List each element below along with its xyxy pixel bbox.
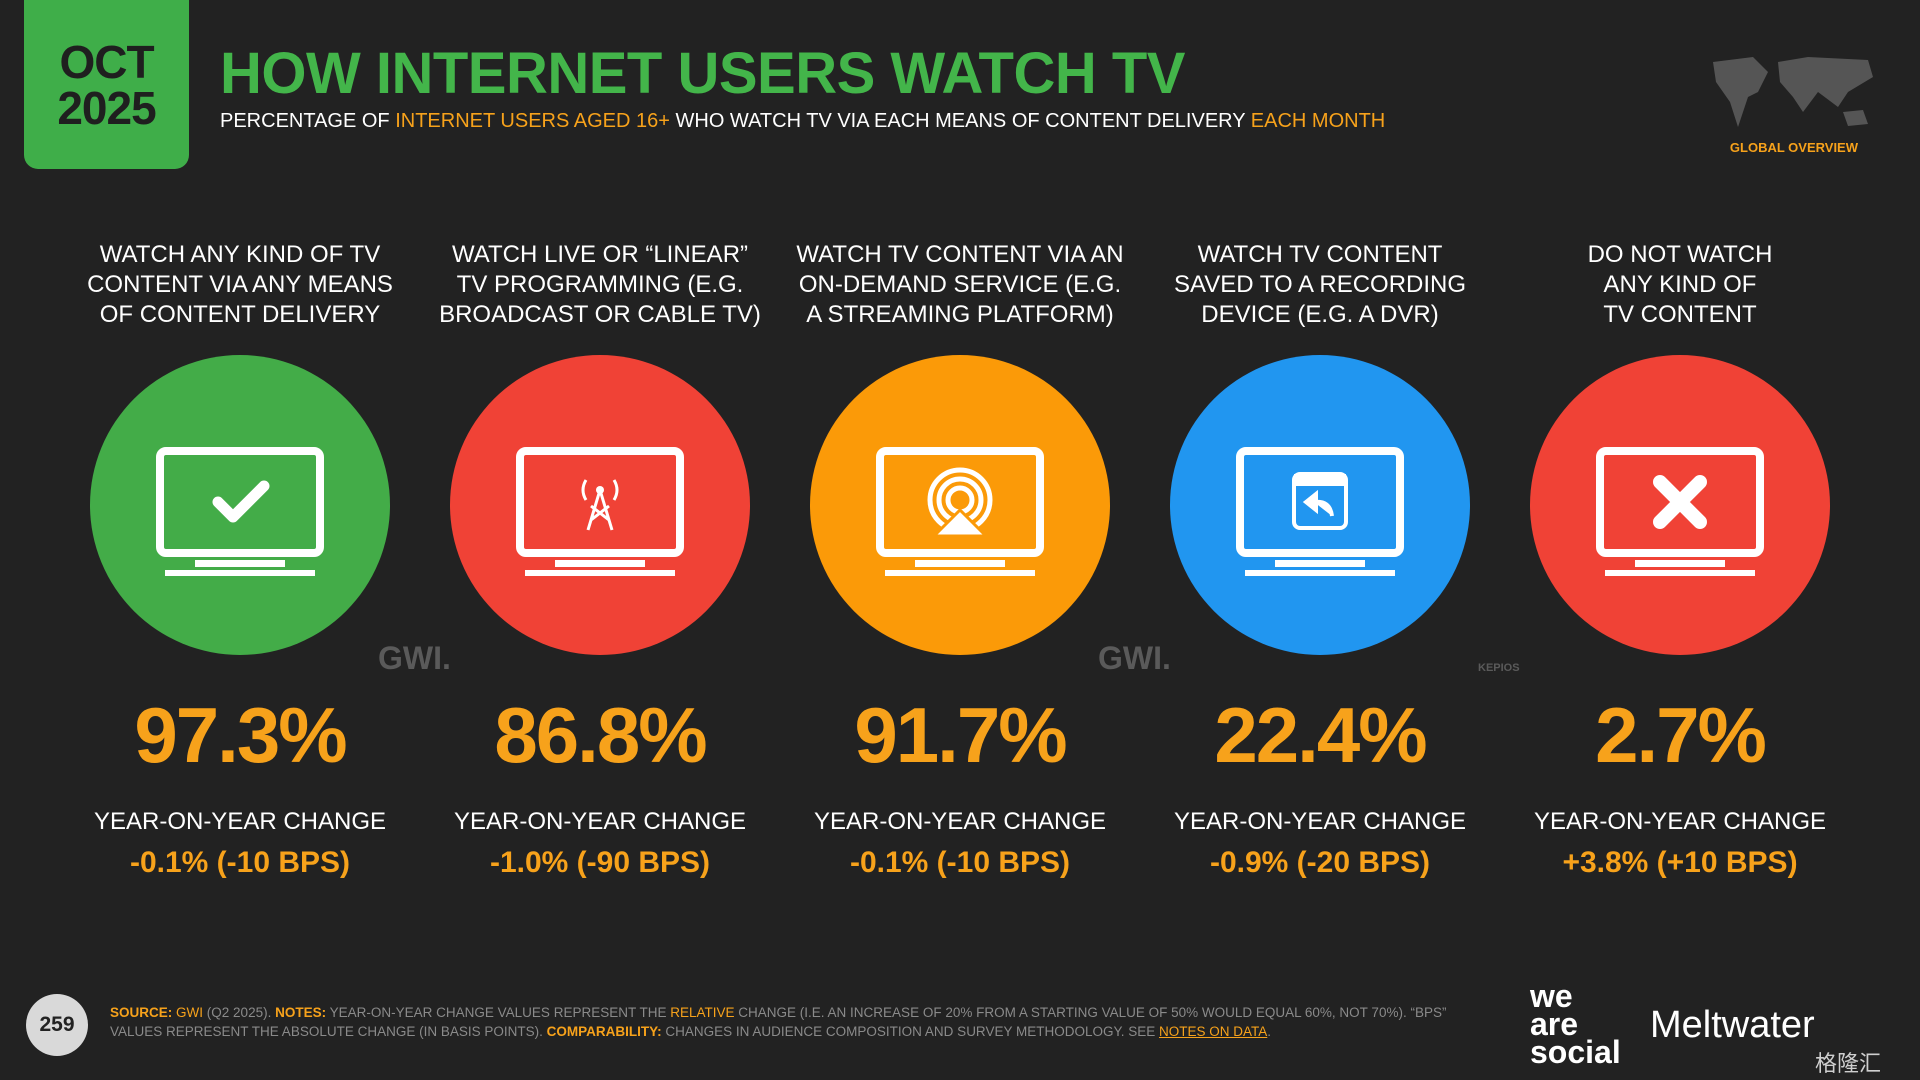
label-line: BROADCAST OR CABLE TV) <box>439 301 761 328</box>
note-source: GWI <box>176 1005 204 1020</box>
percentage-value: 86.8% <box>494 691 707 779</box>
tv-base <box>885 570 1035 576</box>
change-value: -1.0% (-90 BPS) <box>489 846 711 879</box>
world-map <box>1713 57 1873 127</box>
tower-dot <box>596 486 604 494</box>
tv-stand <box>1275 560 1365 567</box>
label-line: CONTENT VIA ANY MEANS <box>87 271 393 298</box>
note-text: CHANGES IN AUDIENCE COMPOSITION AND SURV… <box>665 1024 1156 1039</box>
label-line: ANY KIND OF <box>1603 271 1757 298</box>
tv-base <box>1245 570 1395 576</box>
label-line: WATCH TV CONTENT <box>1197 241 1443 268</box>
category-label: WATCH TV CONTENT VIA AN ON-DEMAND SERVICE… <box>790 240 1130 330</box>
tv-base <box>1605 570 1755 576</box>
label-line: TV PROGRAMMING (E.G. <box>456 271 744 298</box>
change-label: YEAR-ON-YEAR CHANGE <box>1533 808 1827 835</box>
label-line: OF CONTENT DELIVERY <box>99 301 381 328</box>
source-watermark: KEPIOS <box>1478 662 1520 674</box>
icon-circle <box>450 355 750 655</box>
region-label: GLOBAL OVERVIEW <box>1729 140 1858 155</box>
category-label: WATCH TV CONTENT SAVED TO A RECORDING DEVI… <box>1150 240 1490 330</box>
partner-logo: Meltwater <box>1650 1004 1815 1046</box>
tv-base <box>525 570 675 576</box>
change-value: -0.1% (-10 BPS) <box>849 846 1071 879</box>
percentage-value: 91.7% <box>854 691 1067 779</box>
note-label: NOTES: <box>275 1005 327 1020</box>
change-label: YEAR-ON-YEAR CHANGE <box>813 808 1107 835</box>
page-number: 259 <box>26 994 88 1056</box>
label-line: TV CONTENT <box>1603 301 1757 328</box>
label-line: WATCH ANY KIND OF TV <box>99 241 381 268</box>
subtitle-highlight: INTERNET USERS AGED 16+ <box>395 110 670 132</box>
category-label: DO NOT WATCH ANY KIND OF TV CONTENT <box>1510 240 1850 330</box>
note-text: (Q2 2025). <box>206 1005 272 1020</box>
tv-screen <box>1596 447 1764 557</box>
note-text: . <box>1267 1024 1272 1039</box>
label-line: WATCH TV CONTENT VIA AN <box>796 241 1124 268</box>
subtitle: PERCENTAGE OF INTERNET USERS AGED 16+ WH… <box>220 110 1385 133</box>
stream-triangle <box>930 507 990 538</box>
tv-base <box>165 570 315 576</box>
icon-circle <box>810 355 1110 655</box>
footer-notes: SOURCE: GWI (Q2 2025). NOTES: YEAR-ON-YE… <box>110 1003 1450 1041</box>
subtitle-text: WHO WATCH TV VIA EACH MEANS OF CONTENT D… <box>675 110 1246 132</box>
replay-arrow <box>1302 489 1334 517</box>
brand-logo: we are social <box>1530 978 1621 1070</box>
brand-line: social <box>1530 1034 1621 1070</box>
change-value: +3.8% (+10 BPS) <box>1562 846 1798 879</box>
change-label: YEAR-ON-YEAR CHANGE <box>1173 808 1467 835</box>
note-text: CHANGE (I.E. AN INCREASE OF 20% FROM A S… <box>110 1005 1447 1039</box>
source-watermark: GWI. <box>1098 640 1171 676</box>
note-highlight: RELATIVE <box>670 1005 735 1020</box>
brand-line: are <box>1530 1006 1579 1042</box>
percentage-value: 22.4% <box>1214 691 1427 779</box>
percentage-value: 97.3% <box>134 691 347 779</box>
tv-stand <box>555 560 645 567</box>
subtitle-text: PERCENTAGE OF <box>220 110 390 132</box>
label-line: SAVED TO A RECORDING <box>1173 271 1467 298</box>
calendar-top <box>1294 474 1346 486</box>
cross-glyph <box>1653 475 1707 529</box>
label-line: A STREAMING PLATFORM) <box>806 301 1114 328</box>
note-label: SOURCE: <box>110 1005 173 1020</box>
badge-year: 2025 <box>57 81 156 134</box>
tv-screen <box>1236 447 1404 557</box>
tv-stand <box>1635 560 1725 567</box>
change-label: YEAR-ON-YEAR CHANGE <box>453 808 747 835</box>
subtitle-highlight: EACH MONTH <box>1250 110 1386 132</box>
change-value: -0.1% (-10 BPS) <box>129 846 351 879</box>
tower-glyph <box>581 479 619 531</box>
change-value: -0.9% (-20 BPS) <box>1209 846 1431 879</box>
badge-month: OCT <box>59 35 154 88</box>
label-line: WATCH LIVE OR “LINEAR” <box>451 241 749 268</box>
tv-screen <box>876 447 1044 557</box>
check-glyph <box>212 480 270 523</box>
brand-line: we <box>1530 978 1573 1014</box>
change-label: YEAR-ON-YEAR CHANGE <box>93 808 387 835</box>
label-line: ON-DEMAND SERVICE (E.G. <box>798 271 1122 298</box>
note-text: YEAR-ON-YEAR CHANGE VALUES REPRESENT THE <box>329 1005 667 1020</box>
label-line: DO NOT WATCH <box>1587 241 1773 268</box>
title: HOW INTERNET USERS WATCH TV <box>220 41 1185 106</box>
notes-link[interactable]: NOTES ON DATA <box>1159 1024 1268 1039</box>
tv-screen <box>516 447 684 557</box>
tv-screen <box>156 447 324 557</box>
date-badge: OCT 2025 <box>24 0 189 169</box>
watermark: 格隆汇 <box>1815 1051 1882 1076</box>
tv-stand <box>915 560 1005 567</box>
category-label: WATCH ANY KIND OF TV CONTENT VIA ANY MEAN… <box>70 240 410 330</box>
percentage-value: 2.7% <box>1595 691 1767 779</box>
note-label: COMPARABILITY: <box>546 1024 662 1039</box>
tv-stand <box>195 560 285 567</box>
category-label: WATCH LIVE OR “LINEAR” TV PROGRAMMING (E.… <box>430 240 770 330</box>
source-watermark: GWI. <box>378 640 451 676</box>
label-line: DEVICE (E.G. A DVR) <box>1201 301 1439 328</box>
